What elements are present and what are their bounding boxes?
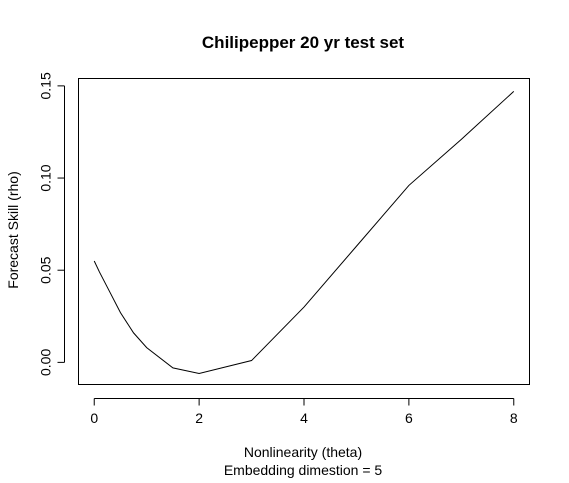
x-axis-label: Nonlinearity (theta) — [244, 444, 362, 460]
y-axis: 0.00 0.05 0.10 0.15 — [38, 72, 65, 376]
y-tick-label: 0.15 — [38, 72, 54, 99]
x-tick-label: 0 — [90, 410, 98, 426]
x-axis: 0 2 4 6 8 — [90, 398, 518, 426]
y-axis-label: Forecast Skill (rho) — [5, 171, 21, 288]
plot-frame — [78, 78, 530, 385]
y-tick-label: 0.10 — [38, 164, 54, 191]
chart-title: Chilipepper 20 yr test set — [202, 33, 405, 52]
y-tick-label: 0.05 — [38, 256, 54, 283]
x-tick-label: 2 — [195, 410, 203, 426]
series-line — [93, 91, 515, 374]
chart-subtitle: Embedding dimestion = 5 — [224, 462, 383, 478]
x-tick-label: 4 — [300, 410, 308, 426]
x-tick-label: 6 — [405, 410, 413, 426]
x-tick-label: 8 — [510, 410, 518, 426]
y-tick-label: 0.00 — [38, 349, 54, 376]
